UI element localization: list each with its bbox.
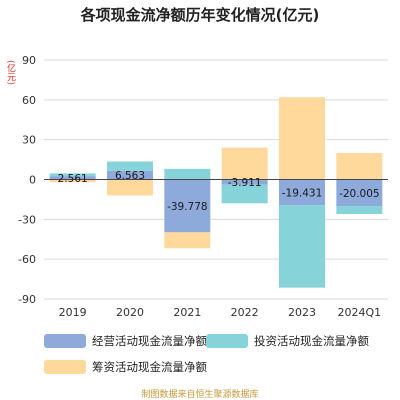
data-label: 2.561: [58, 173, 88, 185]
data-label: -3.911: [228, 177, 262, 189]
y-tick-label: 30: [22, 134, 36, 147]
legend-label-financing: 筹资活动现金流量净额: [92, 360, 207, 374]
y-axis-ticks: -90 -60 -30 0 30 60 90: [18, 54, 36, 306]
legend-item-financing: 筹资活动现金流量净额: [44, 359, 207, 375]
legend-item-operating: 经营活动现金流量净额: [44, 333, 207, 349]
x-tick-label: 2020: [116, 306, 144, 319]
source-footnote: 制图数据来自恒生聚源数据库: [141, 390, 259, 400]
y-tick-label: 60: [22, 94, 36, 107]
x-tick-label: 2022: [231, 306, 259, 319]
bar-operating: [107, 170, 153, 180]
bar-operating: [49, 176, 96, 180]
data-labels: 2.561 6.563 -39.778 -3.911 -19.431 -20.005: [58, 170, 380, 213]
bar-financing: [164, 232, 211, 249]
bar-financing: [49, 179, 96, 183]
bar-investing: [164, 168, 211, 180]
bar-investing: [336, 206, 383, 215]
y-tick-label: 0: [29, 174, 36, 187]
x-tick-label: 2019: [59, 306, 87, 319]
bar-financing: [221, 147, 268, 180]
bar-investing: [221, 184, 268, 204]
data-label: -19.431: [282, 187, 323, 199]
bar-operating: [279, 179, 325, 206]
chart-title: 各项现金流净额历年变化情况(亿元): [80, 6, 320, 24]
legend-swatch-operating: [44, 334, 86, 348]
bar-financing: [107, 179, 153, 196]
data-label: -39.778: [167, 201, 208, 213]
bar-financing: [279, 97, 325, 180]
x-tick-label: 2021: [173, 306, 201, 319]
legend-swatch-financing: [44, 360, 86, 374]
bars: [49, 97, 383, 288]
legend-swatch-investing: [206, 334, 248, 348]
bar-investing: [49, 173, 96, 177]
grid-lines: [44, 59, 388, 300]
x-axis-ticks: 2019 2020 2021 2022 2023 2024Q1: [59, 306, 381, 319]
y-tick-label: -60: [18, 253, 36, 266]
bar-financing: [336, 152, 383, 180]
y-tick-label: -30: [18, 213, 36, 226]
y-tick-label: 90: [22, 54, 36, 67]
legend-label-investing: 投资活动现金流量净额: [254, 334, 369, 348]
y-axis-unit-label: (亿元): [5, 60, 15, 86]
bar-investing: [107, 161, 153, 171]
bar-investing: [279, 205, 325, 288]
legend-label-operating: 经营活动现金流量净额: [92, 334, 207, 348]
x-tick-label: 2023: [288, 306, 316, 319]
legend-item-investing: 投资活动现金流量净额: [206, 333, 369, 349]
data-label: -20.005: [339, 188, 380, 200]
x-tick-label: 2024Q1: [338, 306, 382, 319]
y-tick-label: -90: [18, 293, 36, 306]
bar-operating: [336, 179, 383, 207]
bar-operating: [164, 179, 211, 233]
bar-operating: [221, 179, 268, 185]
data-label: 6.563: [115, 170, 145, 182]
